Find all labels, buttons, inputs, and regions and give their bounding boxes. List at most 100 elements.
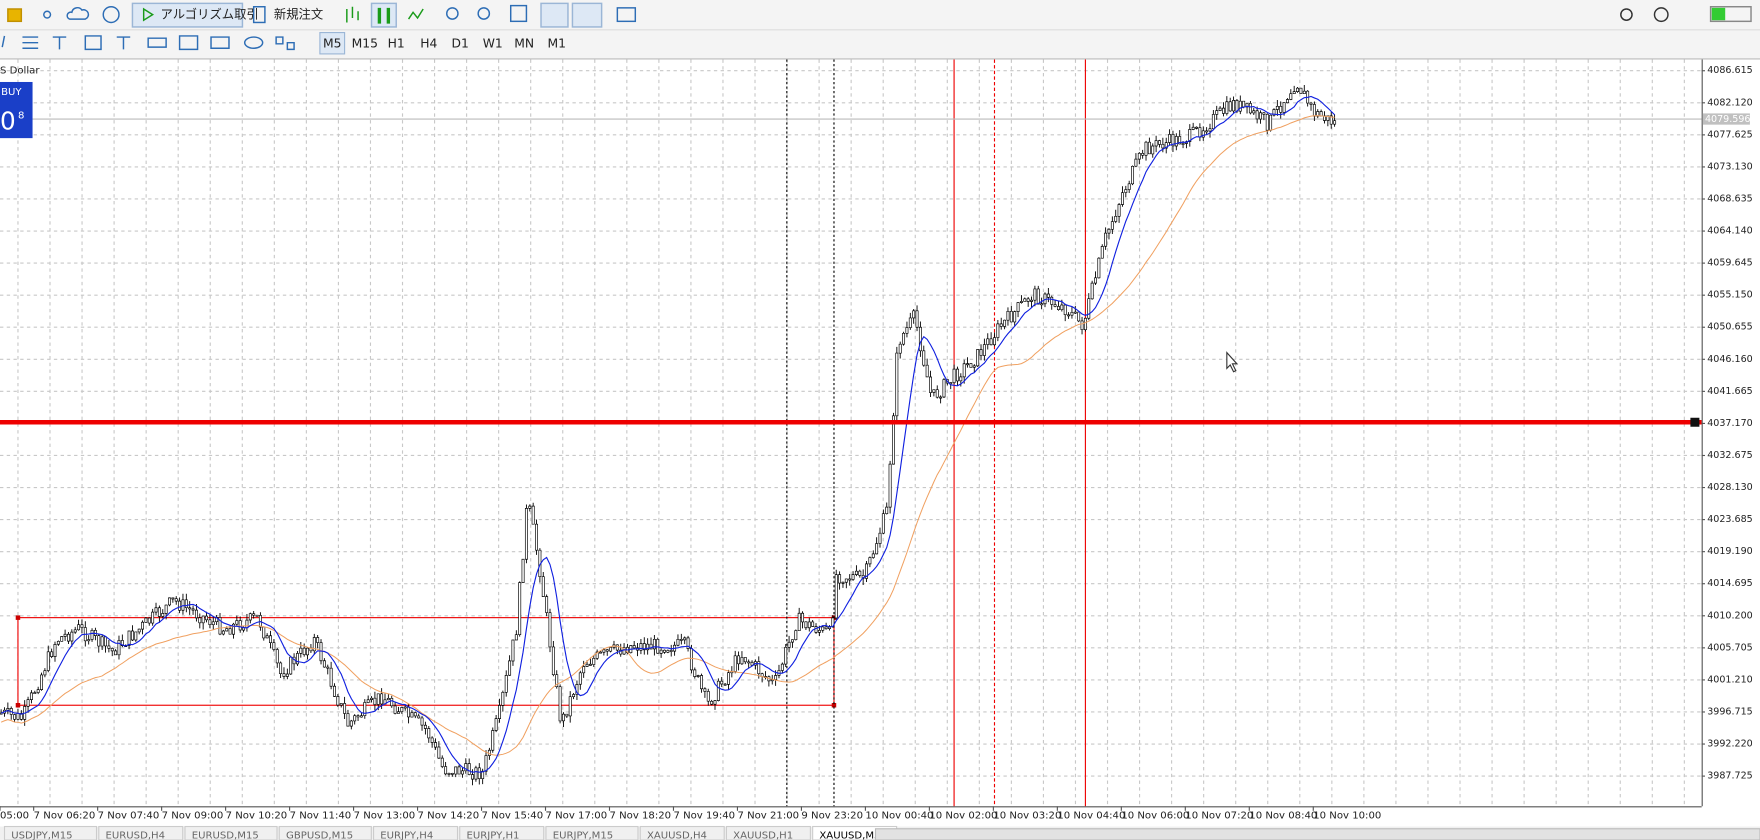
grid bbox=[0, 59, 1702, 807]
scroll-button[interactable] bbox=[540, 2, 569, 28]
time-label: 10 Nov 02:00 bbox=[929, 810, 997, 821]
timeframe-button[interactable]: D1 bbox=[452, 36, 469, 50]
time-label: 9 Nov 23:20 bbox=[801, 810, 863, 821]
candle-bodies bbox=[0, 87, 1337, 780]
buy-label[interactable]: BUY bbox=[1, 87, 22, 98]
tab[interactable] bbox=[3, 825, 98, 840]
tab[interactable] bbox=[725, 825, 811, 840]
play-icon bbox=[142, 7, 155, 22]
tab-label[interactable]: EURJPY,H1 bbox=[466, 831, 519, 840]
time-axis: 05:00 7 Nov 06:20 7 Nov 07:40 7 Nov 09:00 7 … bbox=[0, 806, 1381, 821]
vps-icon[interactable] bbox=[102, 6, 120, 24]
price-axis: 4086.615 4082.120 4077.625 4073.130 4068.635… bbox=[1701, 65, 1753, 782]
price-label: 3992.220 bbox=[1707, 739, 1752, 750]
screenshot-icon[interactable] bbox=[616, 7, 637, 23]
time-label: 7 Nov 10:20 bbox=[226, 810, 288, 821]
time-label: 10 Nov 00:40 bbox=[865, 810, 933, 821]
algo-button[interactable] bbox=[131, 2, 244, 28]
lock-icon[interactable] bbox=[7, 8, 23, 23]
price-label: 4019.190 bbox=[1707, 546, 1752, 557]
candle-icon bbox=[377, 7, 391, 24]
new-order-label[interactable]: 新規注文 bbox=[274, 7, 323, 22]
symbol-label: S Dollar bbox=[0, 66, 40, 77]
price-label: 4014.695 bbox=[1707, 578, 1752, 589]
line-chart-icon[interactable] bbox=[407, 8, 424, 20]
tab[interactable] bbox=[639, 825, 725, 840]
moving-average-slow bbox=[0, 115, 1335, 756]
cloud-icon[interactable] bbox=[66, 7, 90, 20]
candle-button[interactable] bbox=[370, 2, 397, 28]
order-icon[interactable] bbox=[252, 6, 266, 24]
price-label: 3987.725 bbox=[1707, 771, 1752, 782]
price-label: 4023.685 bbox=[1707, 514, 1752, 525]
tab-label[interactable]: USDJPY,M15 bbox=[11, 831, 72, 840]
shift-button[interactable] bbox=[571, 2, 603, 28]
time-label: 05:00 bbox=[0, 810, 29, 821]
price-label: 3996.715 bbox=[1707, 706, 1752, 717]
time-label: 7 Nov 14:20 bbox=[418, 810, 480, 821]
tab[interactable] bbox=[98, 825, 184, 840]
timeframe-button[interactable]: MN bbox=[514, 36, 534, 50]
tab-label[interactable]: EURUSD,M15 bbox=[192, 831, 259, 840]
current-price-box bbox=[1702, 113, 1750, 125]
price-label: 4082.120 bbox=[1707, 97, 1752, 108]
tab-label[interactable]: EURUSD,H4 bbox=[106, 831, 166, 840]
tab[interactable] bbox=[184, 825, 278, 840]
time-label: 7 Nov 18:20 bbox=[609, 810, 671, 821]
tab-label[interactable]: XAUUSD,M5 bbox=[819, 831, 880, 840]
price-label: 4041.665 bbox=[1707, 386, 1752, 397]
time-label: 10 Nov 08:40 bbox=[1249, 810, 1317, 821]
timeframe-button[interactable]: M1 bbox=[547, 36, 565, 50]
time-label: 10 Nov 10:00 bbox=[1313, 810, 1381, 821]
price-label: 4068.635 bbox=[1707, 193, 1752, 204]
price-label: 4005.705 bbox=[1707, 642, 1752, 653]
timeframe-button[interactable]: M5 bbox=[323, 36, 341, 50]
scrollbar[interactable] bbox=[874, 828, 1760, 840]
timeframe-button[interactable]: M15 bbox=[352, 36, 378, 50]
price-label: 4086.615 bbox=[1707, 65, 1752, 76]
tab-label[interactable]: EURJPY,M15 bbox=[553, 831, 614, 840]
time-label: 7 Nov 11:40 bbox=[290, 810, 352, 821]
current-price: 4079.596 bbox=[1705, 114, 1750, 125]
buy-price-sup[interactable]: 8 bbox=[18, 111, 24, 122]
search-icon[interactable] bbox=[1620, 8, 1633, 21]
time-label: 10 Nov 03:20 bbox=[993, 810, 1061, 821]
price-label: 4077.625 bbox=[1707, 129, 1752, 140]
timeframe-button[interactable]: H1 bbox=[388, 36, 405, 50]
tab[interactable] bbox=[278, 825, 372, 840]
timeframe-active bbox=[319, 32, 346, 55]
price-label: 4037.170 bbox=[1707, 418, 1752, 429]
zoom-in-icon[interactable] bbox=[446, 7, 459, 20]
price-label: 4073.130 bbox=[1707, 161, 1752, 172]
tab[interactable] bbox=[372, 825, 459, 840]
price-label: 4032.675 bbox=[1707, 450, 1752, 461]
timeframe-button[interactable]: W1 bbox=[483, 36, 503, 50]
tab-label[interactable]: GBPUSD,M15 bbox=[286, 831, 353, 840]
algo-trading-label[interactable]: アルゴリズム取引 bbox=[161, 7, 259, 22]
price-label: 4055.150 bbox=[1707, 290, 1752, 301]
tab-label[interactable]: XAUUSD,H4 bbox=[647, 831, 707, 840]
buy-panel[interactable] bbox=[0, 81, 33, 139]
time-label: 7 Nov 15:40 bbox=[482, 810, 544, 821]
signal-icon[interactable] bbox=[43, 10, 52, 19]
tab[interactable] bbox=[459, 825, 545, 840]
tab-label[interactable]: EURJPY,H4 bbox=[380, 831, 433, 840]
tab[interactable] bbox=[545, 825, 639, 840]
grid-icon[interactable] bbox=[509, 4, 528, 23]
price-label: 4059.645 bbox=[1707, 258, 1752, 269]
line-handle bbox=[1690, 417, 1700, 427]
chart-tabs: USDJPY,M15 EURUSD,H4 EURUSD,M15 GBPUSD,M15 E… bbox=[3, 825, 898, 840]
time-label: 7 Nov 17:00 bbox=[546, 810, 608, 821]
timeframe-button[interactable]: H4 bbox=[420, 36, 437, 50]
buy-price[interactable]: 0 bbox=[0, 106, 16, 135]
tab-label[interactable]: XAUUSD,H1 bbox=[733, 831, 793, 840]
account-icon[interactable] bbox=[1653, 7, 1669, 23]
moving-average-fast bbox=[0, 95, 1335, 773]
time-label: 7 Nov 13:00 bbox=[354, 810, 416, 821]
battery-icon bbox=[1709, 6, 1752, 23]
zoom-out-icon[interactable] bbox=[477, 7, 491, 20]
bar-chart-icon[interactable] bbox=[346, 6, 359, 23]
candles bbox=[0, 85, 1337, 786]
price-label: 4010.200 bbox=[1707, 610, 1752, 621]
mouse-cursor bbox=[1226, 351, 1239, 373]
